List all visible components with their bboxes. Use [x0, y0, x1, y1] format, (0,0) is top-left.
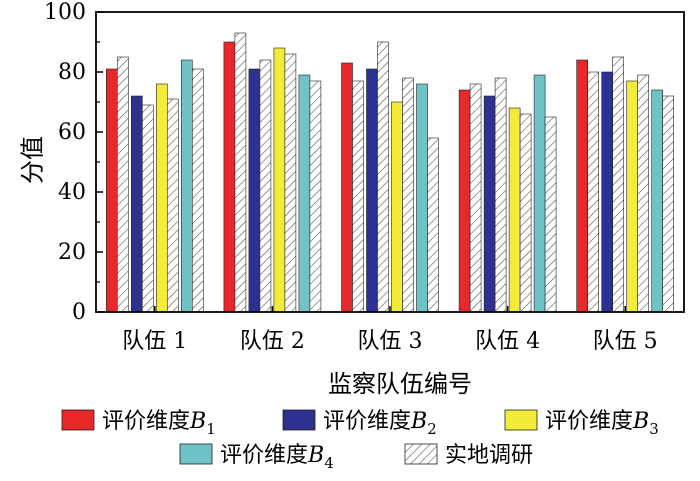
y-axis-label: 分值 [19, 136, 47, 184]
bar-3-team-5 [626, 80, 639, 313]
survey-bar-4-team-3 [427, 137, 439, 313]
survey-bar-4-team-5 [662, 95, 675, 313]
survey-bar-1-team-2 [234, 32, 247, 313]
y-tick-label: 40 [58, 180, 86, 205]
legend-swatch-5 [404, 443, 438, 465]
survey-bar-1-team-1 [117, 56, 129, 313]
survey-bar-3-team-3 [402, 77, 414, 313]
survey-bar-1-team-3 [352, 80, 364, 313]
y-tick-label: 60 [58, 120, 86, 145]
bar-4-team-4 [533, 74, 546, 313]
survey-bar-4-team-1 [192, 68, 204, 313]
x-tick-label: 队伍 3 [358, 329, 423, 354]
x-tick-label: 队伍 5 [593, 329, 658, 354]
bar-2-team-1 [131, 95, 143, 313]
bar-1-team-3 [341, 62, 353, 313]
y-tick-label: 20 [58, 240, 86, 265]
x-tick-label: 队伍 4 [475, 329, 540, 354]
survey-bar-1-team-4 [469, 83, 482, 313]
bar-3-team-2 [273, 47, 286, 313]
survey-bar-2-team-2 [259, 59, 272, 313]
y-tick-label: 100 [44, 0, 86, 25]
x-tick-label: 队伍 1 [122, 329, 187, 354]
survey-bar-2-team-1 [142, 104, 154, 313]
legend-label-2: 评价维度B2 [323, 409, 437, 438]
bar-4-team-1 [181, 59, 193, 313]
bar-1-team-5 [576, 59, 589, 313]
survey-bar-2-team-4 [494, 77, 507, 313]
plot-area: 队伍 1 队伍 2 队伍 3 队伍 4 队伍 5 0 20 40 60 80 100 [44, 0, 685, 354]
y-tick-label: 0 [72, 300, 86, 325]
legend-swatch-1 [61, 409, 95, 431]
legend: 评价维度B1 评价维度B2 评价维度B3 评价维度B4 实地调研 [61, 409, 659, 472]
legend-label-4: 评价维度B4 [220, 443, 334, 472]
bar-1-team-4 [458, 89, 471, 313]
bar-4-team-2 [298, 74, 311, 313]
survey-bar-4-team-2 [309, 80, 322, 313]
survey-bar-3-team-1 [167, 98, 179, 313]
survey-bar-3-team-2 [284, 53, 297, 313]
bar-3-team-4 [508, 107, 521, 313]
legend-swatch-4 [179, 443, 213, 465]
bar-3-team-1 [156, 83, 168, 313]
x-axis-label: 监察队伍编号 [328, 370, 472, 398]
y-tick-label: 80 [58, 60, 86, 85]
bar-4-team-3 [416, 83, 428, 313]
survey-bar-2-team-5 [612, 56, 625, 313]
legend-label-1: 评价维度B1 [102, 409, 216, 438]
x-tick-label: 队伍 2 [240, 329, 305, 354]
survey-bar-2-team-3 [377, 41, 389, 313]
legend-label-3: 评价维度B3 [545, 409, 659, 438]
legend-swatch-2 [282, 409, 316, 431]
legend-swatch-3 [504, 409, 538, 431]
survey-bar-3-team-5 [637, 74, 650, 313]
bar-1-team-2 [223, 41, 236, 313]
survey-bar-3-team-4 [519, 113, 532, 313]
survey-bar-4-team-4 [544, 116, 557, 313]
legend-label-5: 实地调研 [445, 443, 533, 468]
survey-bar-1-team-5 [587, 71, 600, 313]
bar-1-team-1 [106, 68, 118, 313]
bar-2-team-2 [248, 68, 261, 313]
bar-4-team-5 [651, 89, 664, 313]
bar-2-team-5 [601, 71, 614, 313]
bar-2-team-3 [366, 68, 378, 313]
bar-2-team-4 [483, 95, 496, 313]
bar-3-team-3 [391, 101, 403, 313]
